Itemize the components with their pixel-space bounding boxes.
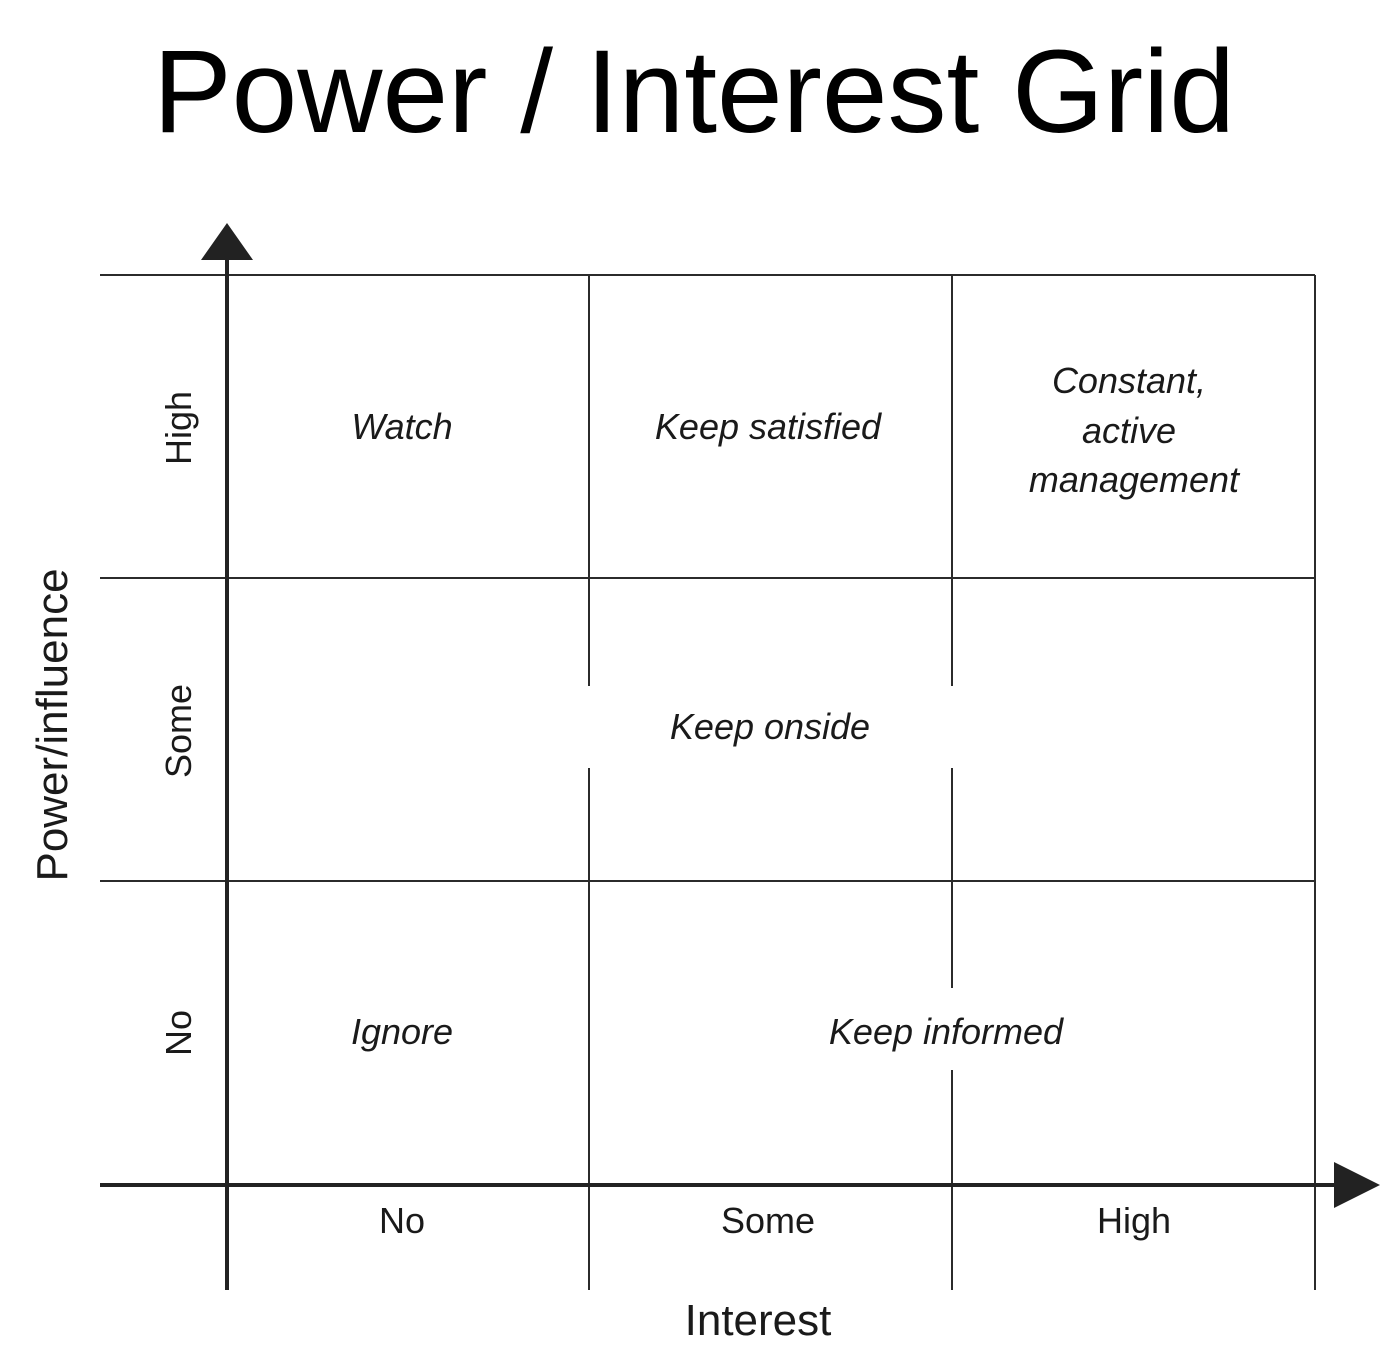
cell-keep-satisfied: Keep satisfied xyxy=(655,406,882,447)
y-tick-no: No xyxy=(158,1010,199,1056)
x-axis-title: Interest xyxy=(685,1296,832,1345)
y-tick-some: Some xyxy=(158,684,199,778)
cell-constant-line-3: management xyxy=(1029,459,1241,500)
cell-constant-active-management: Constant, active management xyxy=(1029,360,1241,500)
cell-constant-line-2: active xyxy=(1082,410,1176,451)
page-title: Power / Interest Grid xyxy=(152,26,1236,158)
cell-watch: Watch xyxy=(351,406,452,447)
cell-constant-line-1: Constant, xyxy=(1052,360,1206,401)
x-tick-no: No xyxy=(379,1200,425,1241)
y-axis-title: Power/influence xyxy=(28,568,77,881)
cell-keep-onside: Keep onside xyxy=(670,706,870,747)
cell-ignore: Ignore xyxy=(351,1011,453,1052)
y-tick-high: High xyxy=(158,391,199,465)
y-axis-arrow-icon xyxy=(201,223,253,260)
x-tick-high: High xyxy=(1097,1200,1171,1241)
x-axis-arrow-icon xyxy=(1334,1162,1380,1208)
x-tick-some: Some xyxy=(721,1200,815,1241)
cell-keep-informed: Keep informed xyxy=(829,1011,1064,1052)
